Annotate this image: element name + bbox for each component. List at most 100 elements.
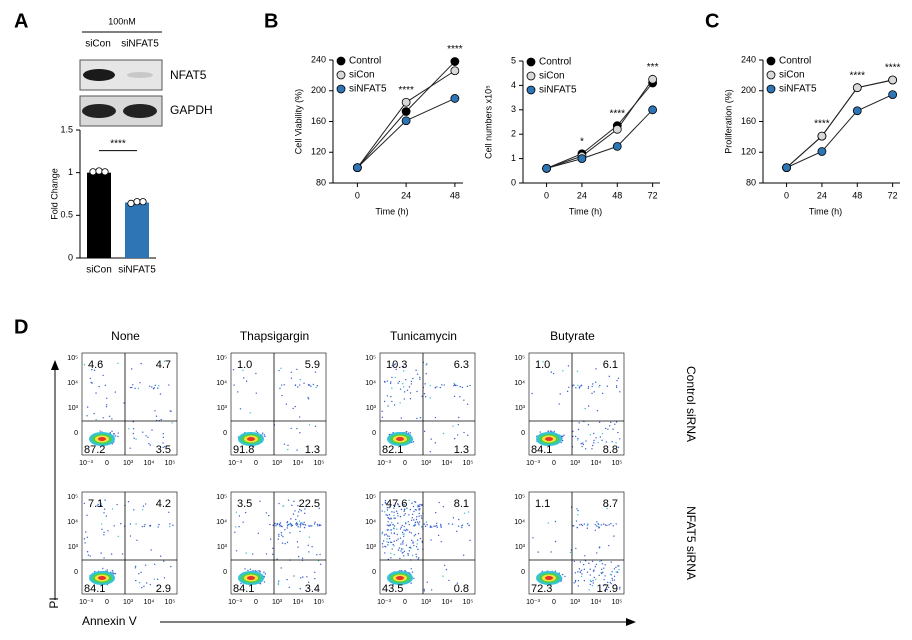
event-dot: [163, 577, 166, 579]
event-dot: [586, 571, 589, 573]
event-dot: [109, 431, 111, 434]
event-dot: [138, 573, 140, 575]
event-dot: [572, 435, 574, 438]
event-dot: [151, 386, 153, 388]
event-dot: [413, 535, 415, 537]
series-line: [786, 94, 893, 169]
event-dot: [384, 552, 386, 554]
event-dot: [419, 416, 422, 419]
event-dot: [406, 389, 409, 392]
event-dot: [618, 568, 620, 571]
event-dot: [396, 539, 398, 542]
event-dot: [603, 589, 606, 592]
event-dot: [232, 368, 235, 371]
density-core: [545, 576, 553, 580]
event-dot: [299, 384, 301, 386]
event-dot: [423, 393, 426, 395]
event-dot: [163, 560, 165, 562]
event-dot: [408, 499, 410, 502]
event-dot: [606, 581, 609, 584]
event-dot: [399, 557, 401, 560]
event-dot: [434, 387, 436, 389]
event-dot: [299, 588, 302, 590]
event-dot: [392, 543, 394, 546]
event-dot: [277, 533, 280, 536]
event-dot: [410, 532, 413, 534]
event-dot: [562, 370, 564, 372]
event-dot: [401, 531, 404, 534]
event-dot: [307, 587, 310, 589]
event-dot: [314, 577, 316, 580]
x-tick-label: 0: [544, 190, 549, 200]
legend-label: Control: [539, 57, 571, 68]
event-dot: [598, 526, 601, 529]
event-dot: [400, 526, 402, 529]
event-dot: [398, 505, 400, 508]
event-dot: [418, 521, 421, 523]
event-dot: [424, 383, 426, 385]
event-dot: [103, 534, 105, 536]
y-tick-label: 0: [223, 569, 227, 576]
event-dot: [111, 443, 114, 445]
event-dot: [412, 541, 414, 543]
arrow-head: [626, 618, 636, 626]
event-dot: [279, 387, 281, 390]
legend-label: siNFAT5: [539, 85, 577, 96]
event-dot: [105, 406, 108, 408]
x-tick-label: 48: [852, 190, 862, 200]
event-dot: [430, 539, 432, 541]
event-dot: [591, 584, 594, 587]
event-dot: [320, 524, 322, 526]
event-dot: [430, 589, 433, 591]
event-dot: [285, 403, 288, 405]
event-dot: [278, 502, 280, 505]
y-axis-label: Cell Viability (%): [293, 89, 303, 154]
event-dot: [391, 400, 393, 403]
event-dot: [291, 524, 293, 527]
event-dot: [386, 538, 388, 540]
event-dot: [579, 571, 582, 573]
event-dot: [578, 422, 580, 424]
event-dot: [312, 383, 315, 386]
event-dot: [102, 567, 104, 570]
event-dot: [235, 550, 238, 552]
event-dot: [143, 585, 145, 588]
event-dot: [383, 400, 386, 403]
flow-plot-frame: [230, 352, 327, 456]
quadrant-value: 1.0: [535, 359, 550, 371]
event-dot: [442, 432, 445, 435]
x-tick-label: 10⁵: [314, 599, 325, 606]
event-dot: [452, 425, 454, 427]
event-dot: [293, 500, 295, 503]
replicate-dot: [95, 167, 103, 175]
event-dot: [435, 522, 438, 525]
event-dot: [306, 576, 308, 578]
event-dot: [588, 562, 590, 564]
event-dot: [592, 383, 594, 385]
event-dot: [106, 397, 108, 399]
y-tick-label: 4: [511, 80, 516, 90]
legend-marker: [336, 56, 346, 66]
event-dot: [598, 574, 600, 577]
event-dot: [104, 499, 106, 501]
event-dot: [550, 430, 552, 432]
event-dot: [615, 566, 617, 569]
significance: ****: [398, 85, 414, 96]
event-dot: [414, 523, 416, 526]
event-dot: [396, 533, 398, 536]
event-dot: [300, 510, 303, 512]
event-dot: [388, 514, 391, 516]
x-tick-label: 10⁻³: [526, 599, 540, 606]
event-dot: [554, 570, 557, 572]
event-dot: [418, 512, 420, 515]
event-dot: [393, 528, 395, 530]
event-dot: [600, 524, 602, 526]
event-dot: [547, 430, 549, 433]
event-dot: [403, 386, 405, 388]
event-dot: [448, 579, 450, 582]
event-dot: [245, 380, 248, 382]
event-dot: [405, 430, 408, 433]
x-tick-label: 10⁵: [314, 460, 325, 467]
event-dot: [314, 521, 316, 523]
event-dot: [150, 549, 152, 551]
